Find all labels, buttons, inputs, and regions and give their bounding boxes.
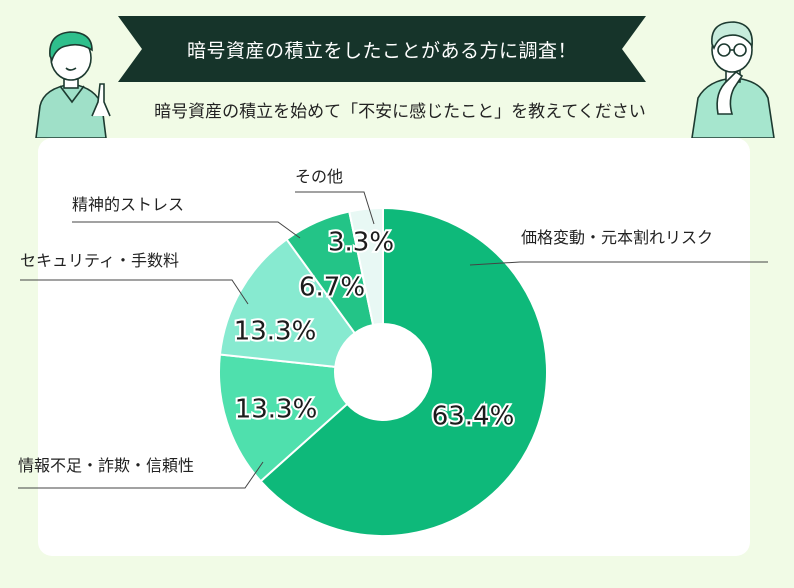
- pie-slice: [218, 237, 357, 368]
- slice-category-label: 価格変動・元本割れリスク: [521, 228, 713, 247]
- banner-shape: [118, 16, 646, 82]
- pie-slice: [348, 206, 384, 327]
- survey-question: 暗号資産の積立を始めて「不安に感じたこと」を教えてください: [154, 102, 646, 122]
- person-right-illustration: [691, 21, 775, 138]
- pie-slice: [218, 353, 349, 483]
- slice-value-label: 3.3%: [328, 228, 394, 258]
- slice-category-label: 精神的ストレス: [72, 195, 184, 214]
- person-left-illustration: [35, 31, 111, 138]
- title-banner: 暗号資産の積立をしたことがある方に調査！: [118, 16, 646, 82]
- slice-category-label: 情報不足・詐欺・信頼性: [18, 456, 194, 475]
- slice-value-label: 6.7%: [299, 273, 365, 303]
- leader-line: [72, 221, 301, 239]
- banner-title: 暗号資産の積立をしたことがある方に調査！: [186, 39, 577, 62]
- leader-line: [469, 261, 768, 266]
- leader-line: [20, 279, 249, 305]
- slice-value-label: 13.3%: [234, 317, 317, 347]
- leader-line: [295, 191, 375, 225]
- slice-value-label: 63.4%: [432, 402, 515, 432]
- slice-category-label: セキュリティ・手数料: [20, 251, 179, 270]
- pie-slice: [259, 206, 548, 537]
- slice-value-label: 13.3%: [235, 395, 318, 425]
- leader-line: [18, 461, 264, 489]
- slice-category-label: その他: [295, 167, 343, 186]
